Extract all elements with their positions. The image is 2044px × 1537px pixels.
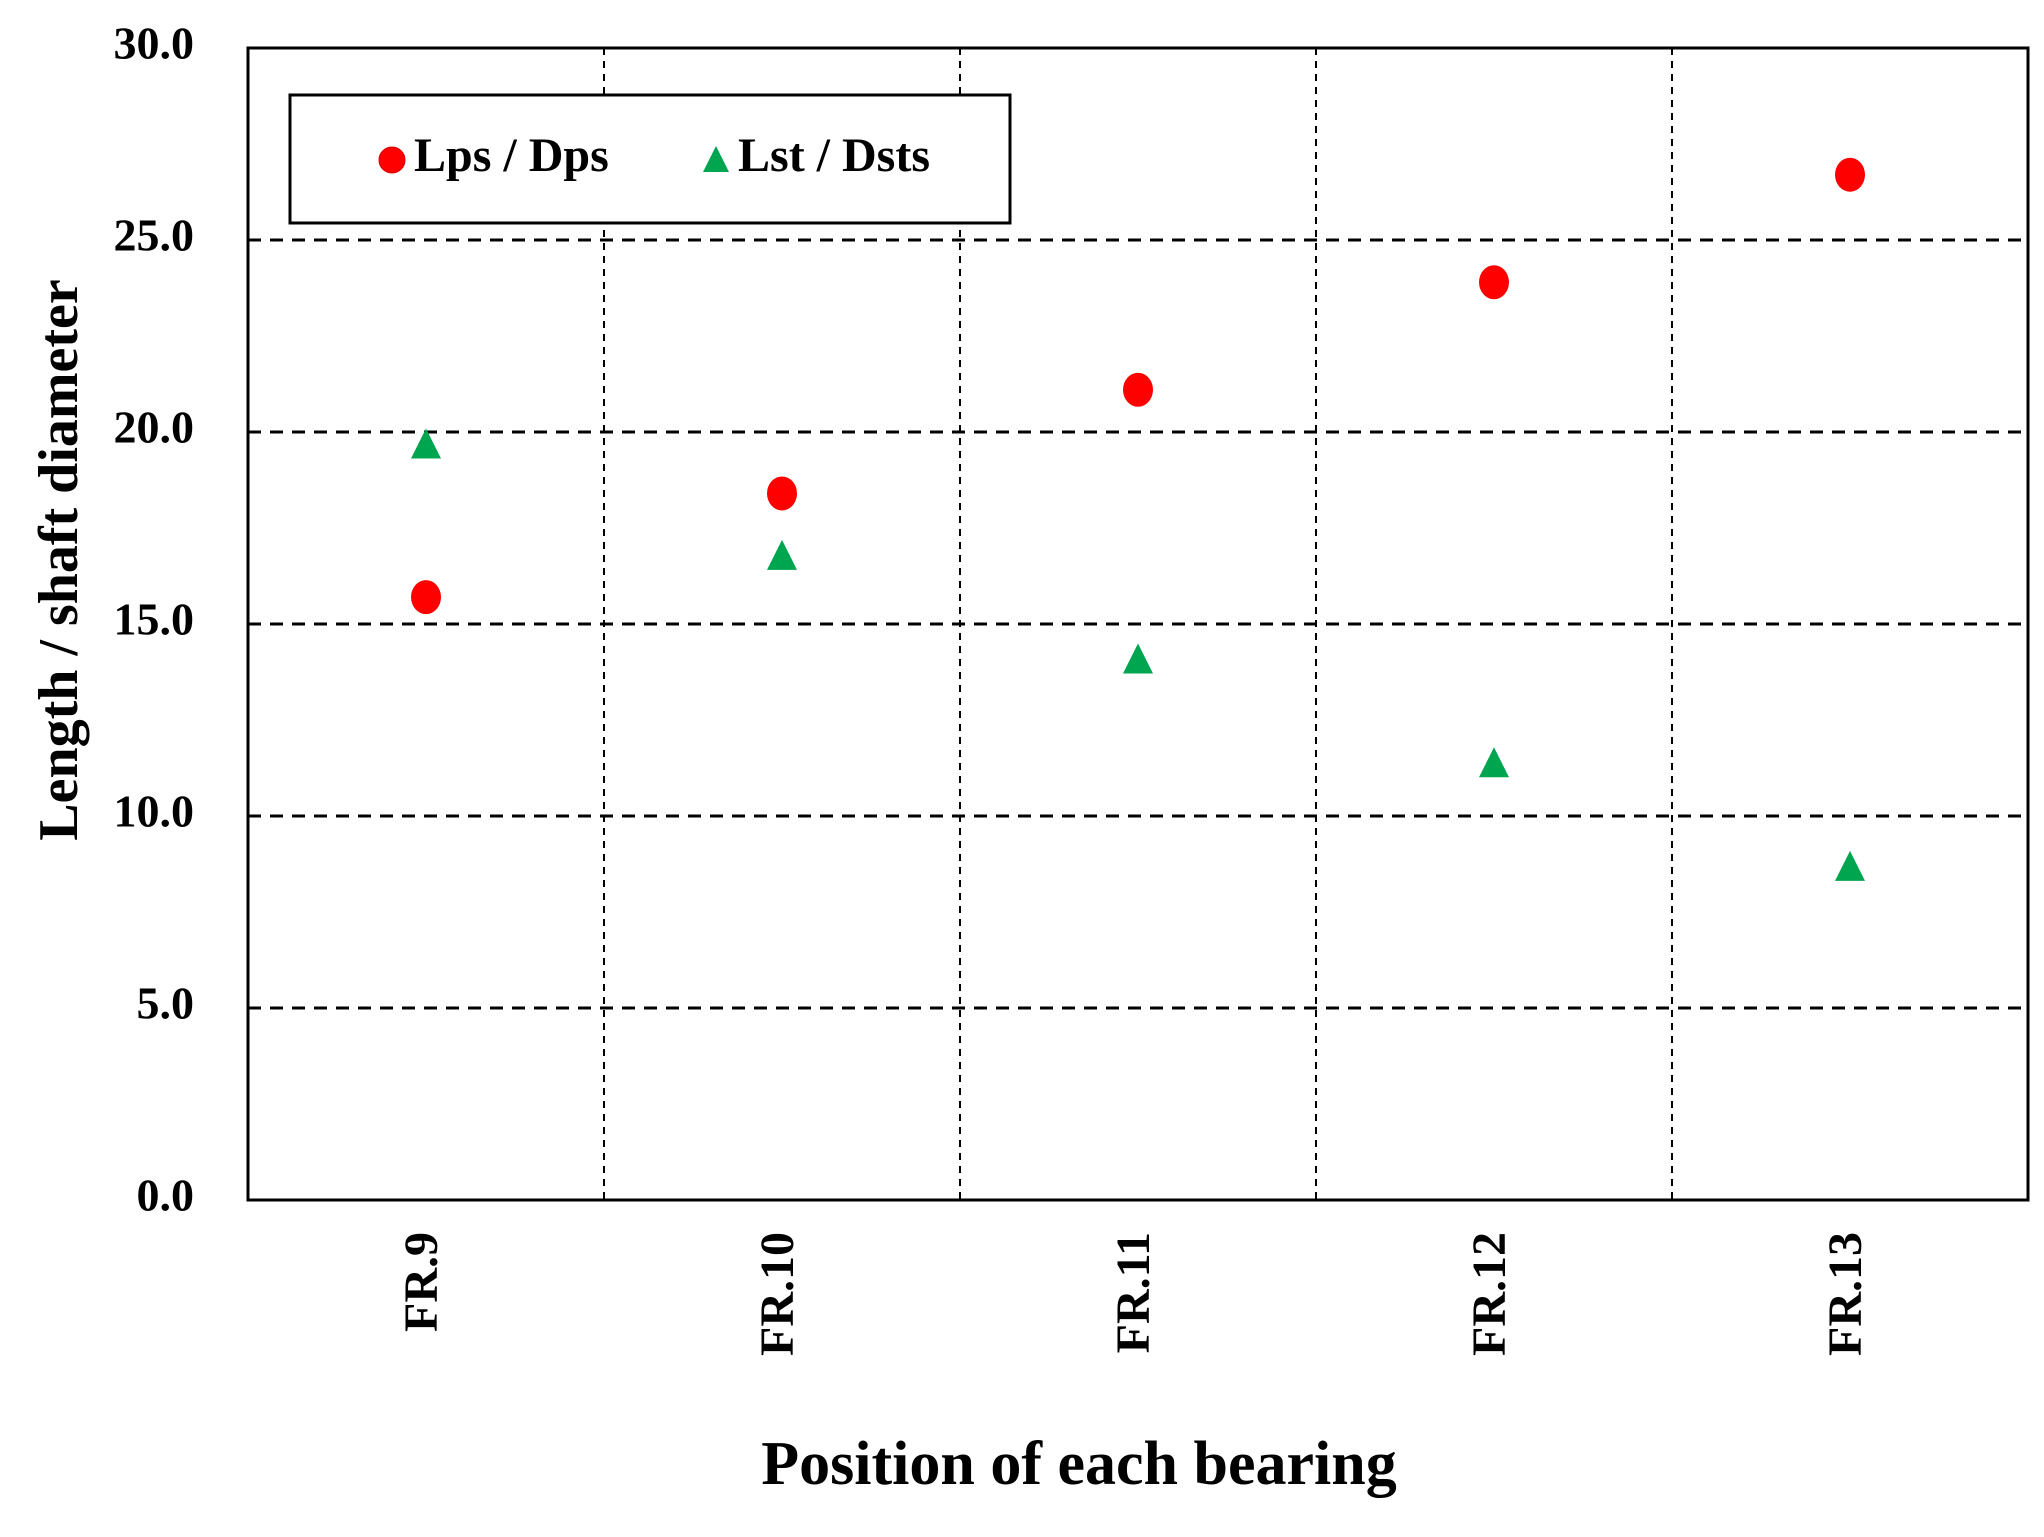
legend-circle-marker <box>378 146 406 174</box>
y-tick-label: 20.0 <box>114 402 195 453</box>
plot-area-frame <box>246 46 2030 1202</box>
data-point-series-1 <box>411 580 441 615</box>
legend-box <box>288 93 1012 225</box>
data-point-series-1 <box>1835 157 1865 192</box>
y-tick-label: 10.0 <box>114 786 195 837</box>
grid-lines <box>248 48 2028 1200</box>
data-point-series-1 <box>1123 372 1153 407</box>
data-point-series-2 <box>1479 747 1509 778</box>
data-point-series-2 <box>767 539 797 570</box>
x-axis-title: Position of each bearing <box>761 1430 1396 1498</box>
x-tick-label: FR.11 <box>1107 1232 1160 1353</box>
x-tick-label: FR.13 <box>1819 1232 1872 1356</box>
legend-triangle-marker <box>703 146 729 172</box>
data-point-series-2 <box>1835 850 1865 881</box>
data-point-series-1 <box>1479 265 1509 300</box>
x-tick-label: FR.10 <box>751 1232 804 1356</box>
x-axis-tick-labels: FR.9 FR.10 FR.11 FR.12 FR.13 <box>395 1232 1872 1356</box>
y-axis-tick-labels: 0.0 5.0 10.0 15.0 20.0 25.0 30.0 <box>114 18 195 1221</box>
data-markers <box>411 157 1865 881</box>
y-tick-label: 30.0 <box>114 18 195 69</box>
y-tick-label: 5.0 <box>137 978 195 1029</box>
y-tick-label: 25.0 <box>114 210 195 261</box>
x-tick-label: FR.12 <box>1463 1232 1516 1356</box>
y-tick-label: 15.0 <box>114 594 195 645</box>
y-axis-title: Length / shaft diameter <box>28 279 90 841</box>
legend-label-series-2: Lst / Dsts <box>738 129 930 182</box>
legend: Lps / Dps Lst / Dsts <box>288 93 1012 225</box>
y-tick-label: 0.0 <box>137 1170 195 1221</box>
data-point-series-1 <box>767 476 797 511</box>
x-tick-label: FR.9 <box>395 1232 448 1332</box>
legend-label-series-1: Lps / Dps <box>414 129 609 182</box>
data-point-series-2 <box>1123 643 1153 674</box>
data-point-series-2 <box>411 428 441 459</box>
